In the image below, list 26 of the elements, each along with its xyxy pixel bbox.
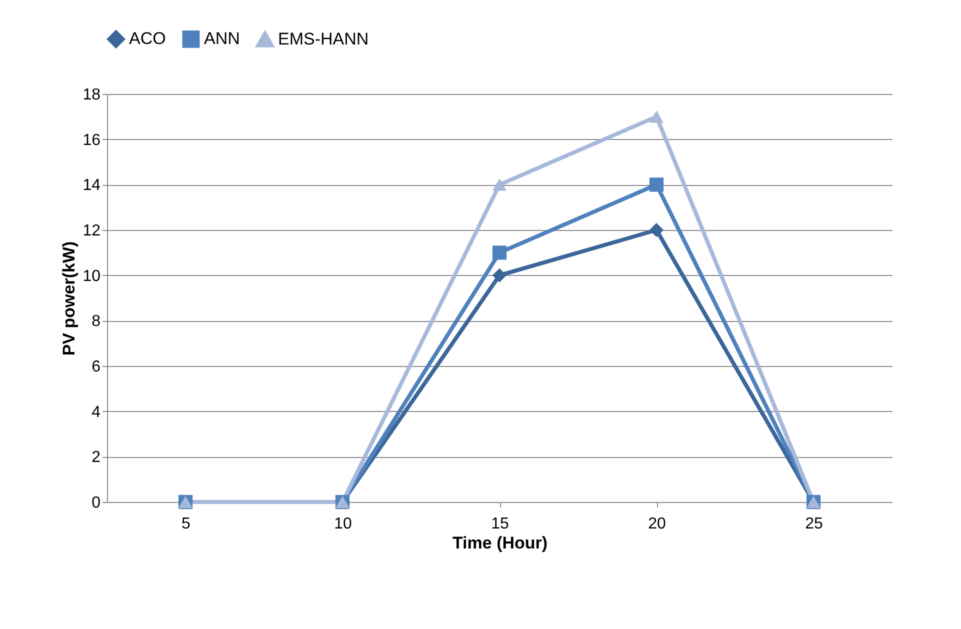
y-tick-label: 16	[82, 132, 101, 149]
legend-label: EMS-HANN	[278, 30, 369, 49]
y-tick-label: 14	[82, 177, 101, 194]
point	[649, 110, 664, 123]
point	[649, 178, 664, 192]
point	[492, 268, 507, 282]
x-tick-label: 20	[648, 516, 666, 532]
y-tick-label: 6	[92, 358, 101, 376]
y-axis-title: PV power(kW)	[60, 241, 79, 356]
y-tick-label: 2	[92, 449, 101, 466]
x-tick-label: 15	[491, 516, 509, 532]
y-tick-label: 12	[82, 222, 101, 240]
point	[649, 222, 664, 238]
point	[492, 178, 507, 191]
y-tick-label: 8	[92, 313, 101, 330]
x-tick-label: 25	[805, 516, 823, 532]
y-tick-label: 18	[82, 86, 101, 104]
y-tick-label: 0	[92, 494, 101, 512]
x-tick-label: 10	[334, 516, 352, 532]
point	[492, 246, 507, 260]
y-tick-label: 4	[92, 404, 101, 421]
legend-label: ANN	[204, 29, 240, 48]
y-tick-label: 10	[82, 268, 101, 285]
legend-label: ACO	[129, 29, 166, 48]
x-tick-label: 5	[182, 516, 191, 532]
x-axis-title: Time (Hour)	[452, 534, 548, 552]
